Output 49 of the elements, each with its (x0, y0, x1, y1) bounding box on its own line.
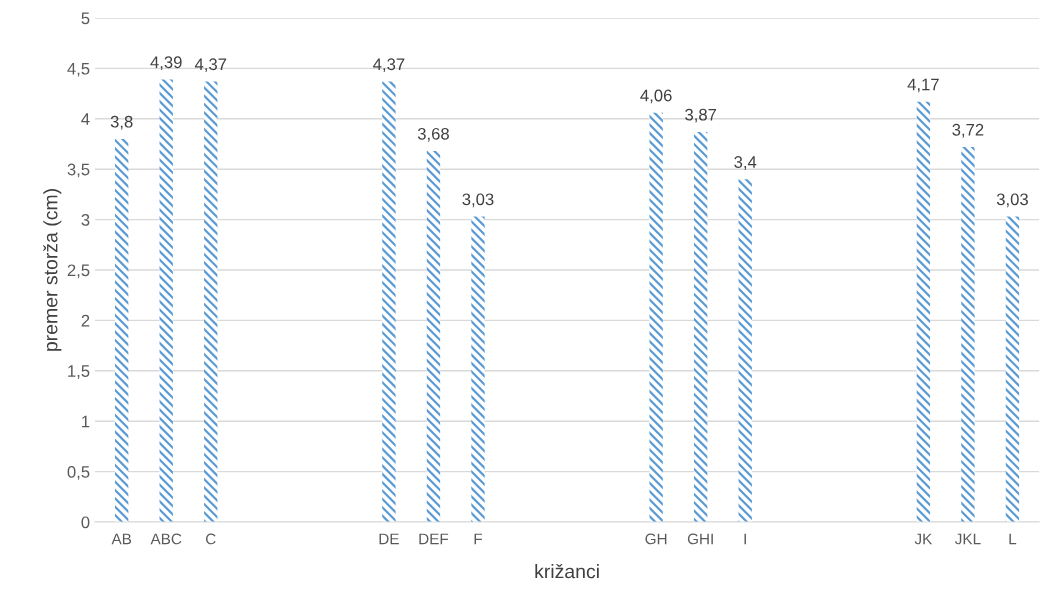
y-axis-title: premer storža (cm) (43, 189, 62, 351)
y-tick-label: 5 (81, 12, 90, 25)
x-axis-title: križanci (535, 563, 599, 579)
data-label: 4,39 (150, 56, 182, 71)
x-tick-label: L (1009, 533, 1017, 545)
bar (916, 101, 931, 522)
y-tick-label: 0 (81, 516, 90, 529)
data-label: 3,03 (996, 193, 1028, 208)
y-tick-label: 3 (81, 214, 90, 226)
bar (738, 179, 752, 522)
bar (649, 112, 663, 522)
data-label: 3,72 (952, 123, 984, 138)
y-tick-label: 2 (81, 314, 90, 327)
x-tick-label: GH (645, 533, 667, 545)
y-tick-label: 1,5 (68, 365, 90, 379)
bar (961, 147, 975, 522)
x-tick-label: ABC (150, 533, 182, 545)
y-tick-label: 4 (81, 113, 90, 125)
x-tick-label: C (206, 533, 216, 545)
x-tick-label: I (744, 533, 746, 545)
data-label: 3,4 (734, 156, 757, 170)
x-tick-label: DE (379, 533, 399, 545)
data-label: 3,68 (417, 127, 449, 142)
y-tick-label: 2,5 (67, 264, 90, 279)
bar (159, 79, 173, 522)
bar (694, 131, 708, 522)
data-label: 3,87 (685, 108, 717, 123)
bar (382, 81, 396, 522)
y-tick-label: 3,5 (67, 163, 90, 178)
data-label: 4,06 (640, 89, 672, 104)
y-tick-label: 1 (82, 415, 90, 428)
bar (471, 216, 485, 522)
x-tick-label: JK (914, 533, 933, 545)
x-tick-label: AB (111, 533, 132, 545)
bar (1005, 216, 1020, 522)
data-label: 4,37 (373, 58, 405, 73)
data-label: 4,37 (194, 58, 227, 73)
bar (204, 81, 218, 522)
data-label: 4,17 (907, 78, 939, 93)
x-tick-label: GHI (687, 533, 713, 545)
bar (114, 138, 129, 522)
y-tick-label: 0,5 (67, 466, 90, 480)
x-tick-label: DEF (419, 533, 449, 545)
x-tick-label: F (474, 533, 483, 545)
x-tick-label: JKL (954, 533, 981, 545)
data-label: 3,8 (110, 115, 133, 130)
y-tick-label: 4,5 (67, 62, 90, 77)
bar (426, 151, 441, 522)
data-label: 3,03 (462, 193, 494, 208)
